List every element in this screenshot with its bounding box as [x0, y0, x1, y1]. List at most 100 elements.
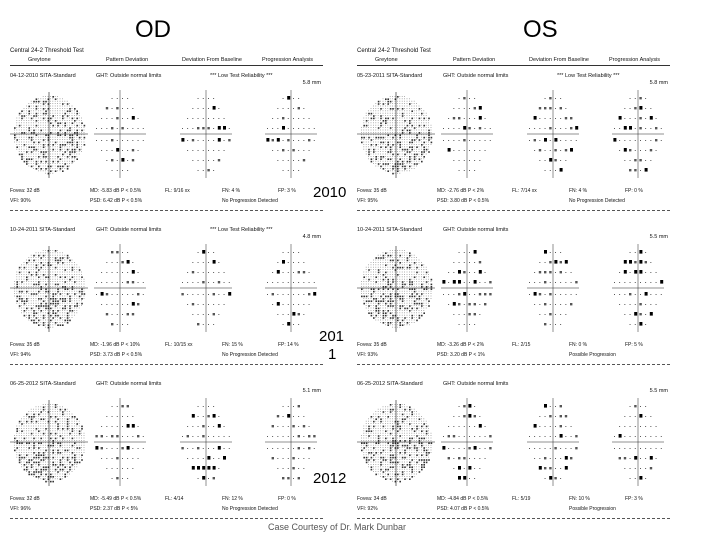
- fixation-losses: FL: 5/19: [512, 496, 531, 502]
- od-eye-label: OD: [135, 16, 171, 43]
- progression-map: [612, 398, 664, 486]
- pattern-deviation-map: [441, 398, 493, 486]
- fixation-losses: FL: 7/14 xx: [512, 188, 537, 194]
- year-label-2012: 2012: [313, 470, 347, 487]
- test-title: Central 24-2 Threshold Test: [357, 48, 431, 54]
- header-rule: [357, 65, 670, 66]
- reliability-warning: *** Low Test Reliability ***: [210, 227, 273, 233]
- ght-result: GHT: Outside normal limits: [443, 381, 509, 387]
- progression-map: [265, 90, 317, 178]
- progression-map: [265, 244, 317, 332]
- progression-analysis-header: Progression Analysis: [262, 57, 314, 63]
- false-positives: FP: 3 %: [278, 188, 296, 194]
- psd-value: PSD: 6.42 dB P < 0.5%: [90, 198, 143, 204]
- od-panel-2012: 06-25-2012 SITA-Standard GHT: Outside nor…: [10, 378, 323, 524]
- fovea-value: Fovea: 35 dB: [357, 188, 387, 194]
- false-negatives: FN: 4 %: [569, 188, 588, 194]
- ght-result: GHT: Outside normal limits: [96, 73, 162, 79]
- fixation-losses: FL: 2/15: [512, 342, 531, 348]
- reliability-warning: *** Low Test Reliability ***: [557, 73, 620, 79]
- panel-divider: [10, 364, 323, 365]
- greytone-plot: [10, 246, 88, 332]
- baseline-deviation-header: Deviation From Baseline: [182, 57, 242, 63]
- pattern-deviation-map: [94, 398, 146, 486]
- pattern-deviation-header: Pattern Deviation: [106, 57, 149, 63]
- baseline-deviation-map: [527, 244, 579, 332]
- pattern-deviation-map: [441, 90, 493, 178]
- panel-divider: [10, 210, 323, 211]
- md-value: MD: -4.84 dB P < 0.5%: [437, 496, 489, 502]
- fovea-value: Fovea: 32 dB: [10, 188, 40, 194]
- exam-info: 10-24-2011 SITA-Standard: [357, 227, 423, 233]
- false-negatives: FN: 12 %: [222, 496, 243, 502]
- ght-result: GHT: Outside normal limits: [443, 227, 509, 233]
- false-positives: FP: 0 %: [278, 496, 296, 502]
- pattern-deviation-map: [94, 90, 146, 178]
- md-value: MD: -5.49 dB P < 0.5%: [90, 496, 142, 502]
- progression-map: [612, 90, 664, 178]
- false-positives: FP: 14 %: [278, 342, 299, 348]
- year-label-2011-line2: 1: [328, 346, 337, 363]
- os-panel-2011-may: 05-23-2011 SITA-Standard GHT: Outside nor…: [357, 70, 670, 216]
- psd-value: PSD: 4.07 dB P < 0.5%: [437, 506, 490, 512]
- greytone-plot: [357, 400, 435, 486]
- year-label-2010: 2010: [313, 184, 347, 201]
- baseline-deviation-map: [527, 398, 579, 486]
- od-panel-2010: 04-12-2010 SITA-Standard GHT: Outside nor…: [10, 70, 323, 216]
- progression-status: Possible Progression: [569, 352, 616, 358]
- fovea-value: Fovea: 34 dB: [357, 496, 387, 502]
- os-panel-2011-oct: 10-24-2011 SITA-Standard GHT: Outside nor…: [357, 224, 670, 370]
- header-rule: [10, 65, 323, 66]
- pupil-size: 5.5 mm: [649, 388, 668, 394]
- vfi-value: VFI: 96%: [10, 506, 31, 512]
- false-negatives: FN: 0 %: [569, 342, 588, 348]
- md-value: MD: -5.83 dB P < 0.5%: [90, 188, 142, 194]
- md-value: MD: -1.96 dB P < 10%: [90, 342, 140, 348]
- md-value: MD: -2.76 dB P < 2%: [437, 188, 485, 194]
- vfi-value: VFI: 93%: [357, 352, 378, 358]
- pupil-size: 5.1 mm: [302, 388, 321, 394]
- psd-value: PSD: 3.80 dB P < 0.5%: [437, 198, 490, 204]
- exam-info: 06-25-2012 SITA-Standard: [357, 381, 423, 387]
- os-panel-2012: 06-25-2012 SITA-Standard GHT: Outside nor…: [357, 378, 670, 524]
- fovea-value: Fovea: 35 dB: [10, 342, 40, 348]
- exam-info: 06-25-2012 SITA-Standard: [10, 381, 76, 387]
- vfi-value: VFI: 94%: [10, 352, 31, 358]
- panel-divider: [357, 518, 670, 519]
- greytone-plot: [357, 92, 435, 178]
- ght-result: GHT: Outside normal limits: [96, 227, 162, 233]
- vfi-value: VFI: 95%: [357, 198, 378, 204]
- exam-info: 10-24-2011 SITA-Standard: [10, 227, 76, 233]
- greytone-plot: [357, 246, 435, 332]
- pattern-deviation-map: [94, 244, 146, 332]
- pupil-size: 5.8 mm: [302, 80, 321, 86]
- panel-divider: [357, 210, 670, 211]
- os-eye-label: OS: [523, 16, 558, 43]
- psd-value: PSD: 3.73 dB P < 0.5%: [90, 352, 143, 358]
- case-credit: Case Courtesy of Dr. Mark Dunbar: [268, 522, 407, 532]
- pupil-size: 5.5 mm: [649, 234, 668, 240]
- panel-divider: [10, 518, 323, 519]
- pattern-deviation-map: [441, 244, 493, 332]
- baseline-deviation-map: [180, 244, 232, 332]
- false-negatives: FN: 4 %: [222, 188, 241, 194]
- progression-status: No Progression Detected: [222, 506, 278, 512]
- greytone-header: Greytone: [28, 57, 51, 63]
- greytone-plot: [10, 92, 88, 178]
- false-positives: FP: 0 %: [625, 188, 643, 194]
- panel-divider: [357, 364, 670, 365]
- progression-map: [265, 398, 317, 486]
- vfi-value: VFI: 92%: [357, 506, 378, 512]
- exam-info: 04-12-2010 SITA-Standard: [10, 73, 76, 79]
- fovea-value: Fovea: 32 dB: [10, 496, 40, 502]
- progression-status: No Progression Detected: [222, 198, 278, 204]
- progression-map: [612, 244, 664, 332]
- od-panel-2011: 10-24-2011 SITA-Standard GHT: Outside nor…: [10, 224, 323, 370]
- pattern-deviation-header: Pattern Deviation: [453, 57, 496, 63]
- pupil-size: 4.8 mm: [302, 234, 321, 240]
- false-negatives: FN: 10 %: [569, 496, 590, 502]
- progression-status: No Progression Detected: [569, 198, 625, 204]
- progression-status: Possible Progression: [569, 506, 616, 512]
- fixation-losses: FL: 10/15 xx: [165, 342, 193, 348]
- psd-value: PSD: 2.37 dB P < 5%: [90, 506, 138, 512]
